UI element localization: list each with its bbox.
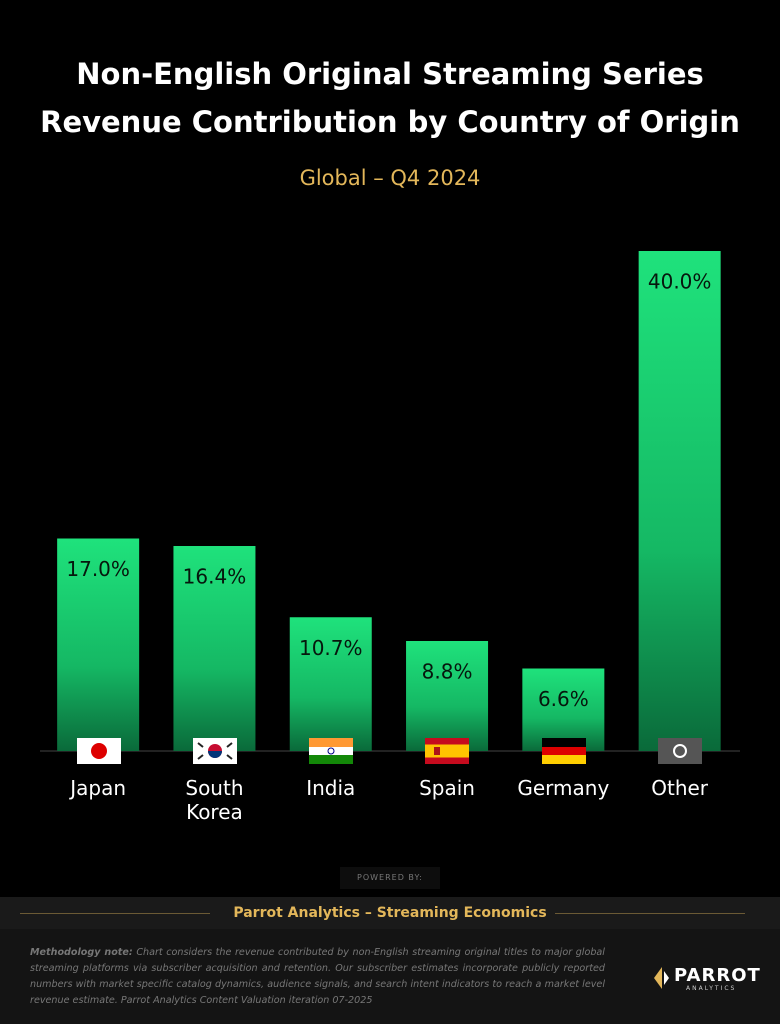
logo-mark	[654, 967, 669, 989]
bar	[289, 617, 372, 751]
chart-title: Non-English Original Streaming Series Re…	[40, 57, 740, 139]
chart-subtitle: Global – Q4 2024	[299, 166, 481, 190]
category-label: India	[306, 776, 356, 800]
flag-spain	[425, 738, 469, 764]
rule	[20, 913, 210, 914]
category-label: Japan	[70, 776, 127, 800]
category-label: Germany	[517, 776, 610, 800]
value-label: 40.0%	[648, 270, 712, 294]
flag-japan	[77, 738, 121, 764]
flag-other	[658, 738, 702, 764]
flag-korea	[193, 738, 237, 764]
bar	[173, 546, 256, 751]
logo-name: PARROT	[674, 965, 761, 986]
category-label: South Korea	[185, 776, 244, 824]
flags	[77, 738, 702, 764]
logo-sub: ANALYTICS	[686, 985, 737, 992]
flag-india	[309, 738, 353, 764]
value-label: 10.7%	[299, 636, 363, 660]
bar	[638, 251, 721, 751]
chart: 17.0% 16.4% 10.7% 8.8% 6.6% 40.0%	[40, 251, 740, 764]
note-label: Methodology note:	[30, 947, 133, 958]
value-label: 16.4%	[183, 565, 247, 589]
brand-line: Parrot Analytics – Streaming Economics	[233, 905, 547, 921]
bar	[57, 538, 140, 751]
bar	[522, 668, 605, 751]
category-label: Other	[651, 776, 709, 800]
value-label: 17.0%	[66, 557, 130, 581]
rule	[555, 913, 745, 914]
methodology-note: Methodology note: Chart considers the re…	[30, 945, 605, 1009]
category-label: Spain	[419, 776, 475, 800]
powered-by: POWERED BY:	[340, 867, 440, 889]
bar	[406, 641, 489, 751]
note-box: Methodology note: Chart considers the re…	[0, 929, 780, 1024]
flag-germany	[542, 738, 586, 764]
note-text: Chart considers the revenue contributed …	[30, 947, 605, 1006]
value-label: 6.6%	[538, 687, 589, 711]
footer-band: Parrot Analytics – Streaming Economics	[0, 897, 780, 929]
value-label: 8.8%	[422, 660, 473, 684]
